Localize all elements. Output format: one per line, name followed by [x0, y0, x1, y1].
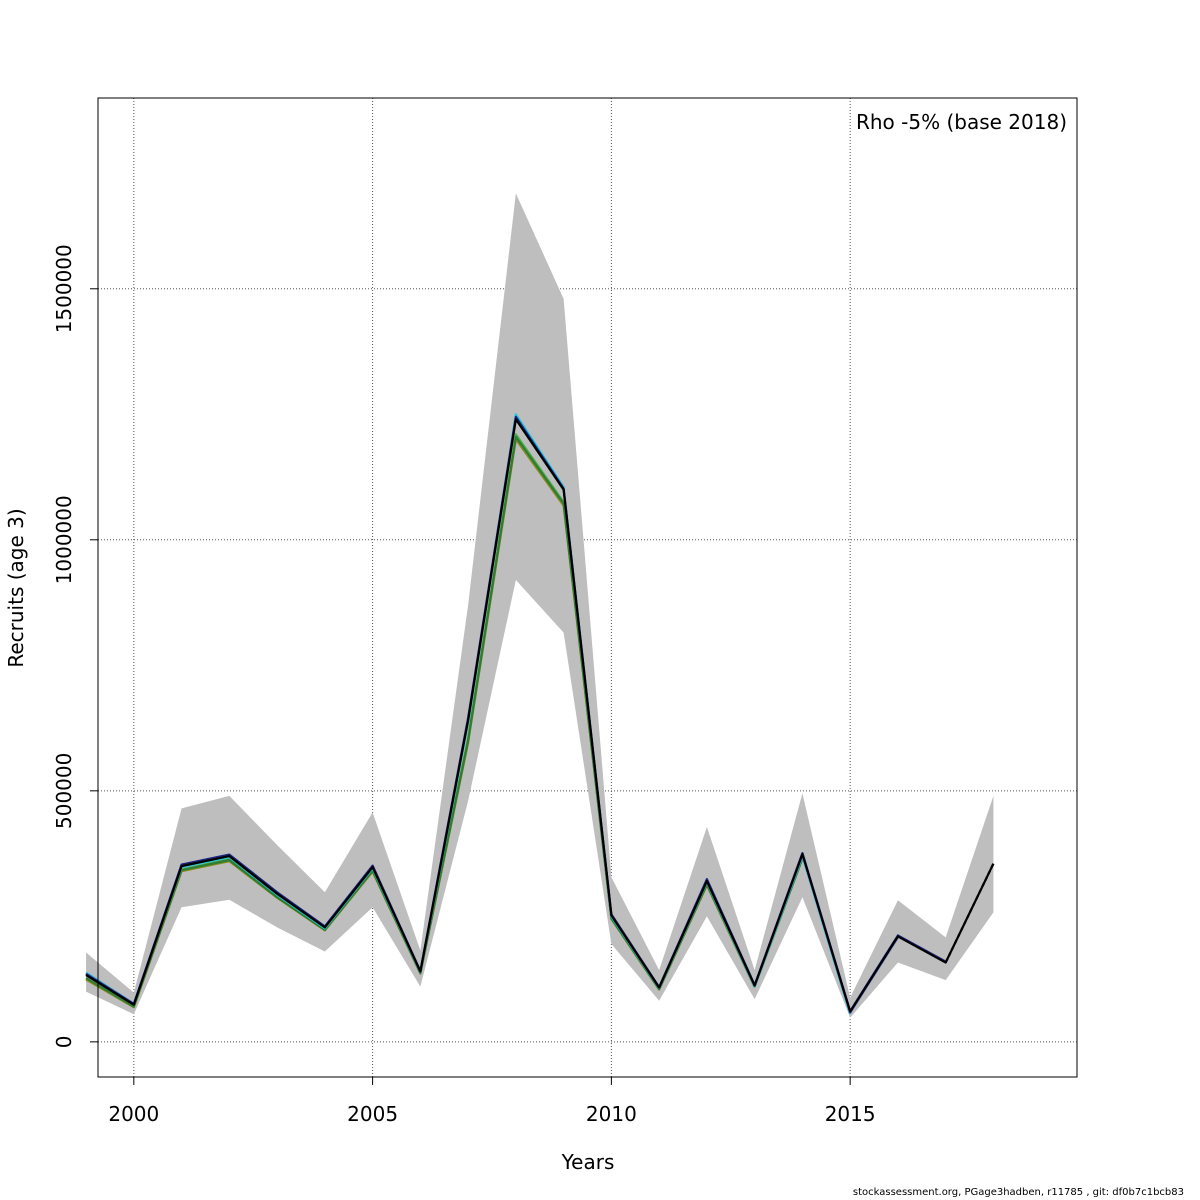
rho-annotation: Rho -5% (base 2018)	[856, 110, 1067, 134]
footer-credit: stockassessment.org, PGage3hadben, r1178…	[852, 1187, 1184, 1198]
grid-lines	[98, 98, 1077, 1077]
confidence-band	[86, 193, 994, 1018]
confidence-band-group	[86, 193, 994, 1018]
x-tick-label: 2000	[108, 1102, 159, 1126]
series-lines	[85, 413, 995, 1015]
x-axis-ticks: 2000 2005 2010 2015	[108, 1077, 876, 1126]
series-line-projection	[944, 863, 995, 964]
plot-frame	[97, 97, 1078, 1078]
x-axis-title: Years	[561, 1150, 615, 1174]
y-tick-label: 1000000	[52, 495, 76, 584]
series-line-2013	[85, 438, 756, 1009]
y-axis-title: Recruits (age 3)	[4, 508, 28, 667]
y-axis-ticks: 0 500000 1000000 1500000	[52, 244, 98, 1048]
series-line-2018	[85, 418, 995, 1013]
x-tick-label: 2010	[586, 1102, 637, 1126]
y-tick-label: 0	[52, 1035, 76, 1048]
y-tick-label: 1500000	[52, 244, 76, 333]
x-tick-label: 2005	[347, 1102, 398, 1126]
x-tick-label: 2015	[825, 1102, 876, 1126]
y-tick-label: 500000	[52, 753, 76, 829]
